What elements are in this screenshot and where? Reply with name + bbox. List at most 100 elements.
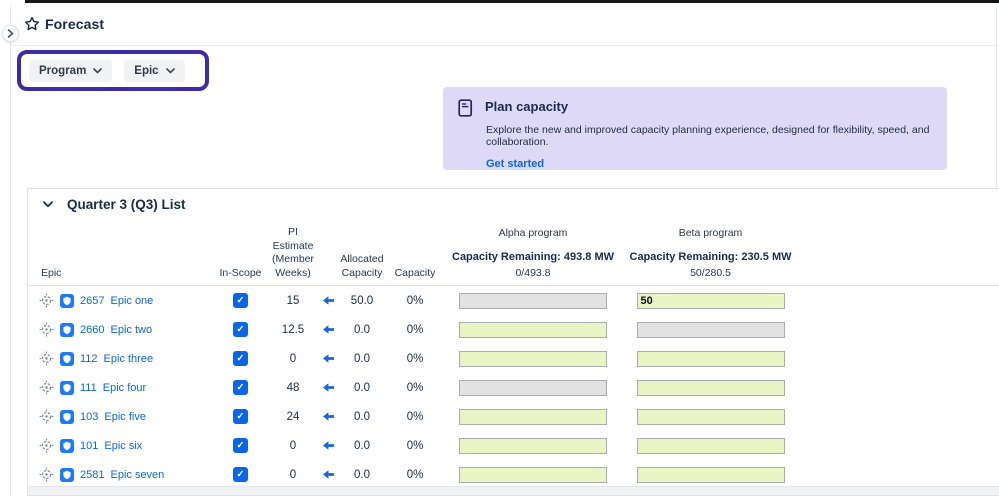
table-row: 111 Epic four 48 0.0 0% (28, 373, 999, 402)
arrow-left-icon[interactable] (322, 468, 335, 481)
banner-description: Explore the new and improved capacity pl… (486, 124, 930, 148)
chevron-down-icon (93, 67, 103, 74)
alpha-capacity-input[interactable] (459, 437, 607, 454)
beta-capacity-input[interactable] (636, 437, 785, 454)
quarter-section-header[interactable]: Quarter 3 (Q3) List (28, 189, 999, 219)
get-started-link[interactable]: Get started (486, 158, 545, 170)
epic-link[interactable]: 112 Epic three (80, 353, 153, 365)
move-icon[interactable] (39, 351, 54, 366)
in-scope-checkbox[interactable] (233, 351, 248, 366)
epic-link[interactable]: 2657 Epic one (80, 295, 153, 307)
allocated-line1: Allocated (340, 253, 384, 266)
beta-capacity-input[interactable] (636, 466, 785, 483)
in-scope-checkbox[interactable] (233, 380, 248, 395)
epic-icon (60, 351, 74, 366)
alpha-capacity-input[interactable] (459, 292, 607, 309)
move-icon[interactable] (39, 293, 54, 308)
beta-capacity-input[interactable] (636, 292, 785, 309)
move-icon[interactable] (39, 438, 54, 453)
banner-title: Plan capacity (485, 99, 569, 114)
alpha-ratio: 0/493.8 (515, 266, 551, 279)
program-dropdown[interactable]: Program (29, 59, 113, 82)
epic-id: 111 (80, 381, 97, 394)
alpha-capacity-input[interactable] (459, 466, 607, 483)
epic-icon (60, 409, 74, 424)
arrow-left-icon[interactable] (322, 410, 335, 423)
alpha-capacity-input[interactable] (459, 321, 607, 338)
arrow-left-icon[interactable] (322, 323, 335, 336)
move-icon[interactable] (39, 322, 54, 337)
epic-name: Epic two (110, 323, 153, 336)
capacity-value: 0% (406, 323, 424, 336)
in-scope-checkbox[interactable] (233, 438, 248, 453)
in-scope-checkbox[interactable] (233, 322, 248, 337)
epic-dropdown[interactable]: Epic (124, 59, 185, 82)
epic-name: Epic five (104, 410, 146, 423)
beta-capacity-remaining: Capacity Remaining: 230.5 MW (629, 250, 792, 263)
allocated-value: 0.0 (354, 381, 370, 394)
column-header-beta-program: Beta program Capacity Remaining: 230.5 M… (622, 219, 799, 288)
arrow-left-icon[interactable] (322, 439, 335, 452)
alpha-capacity-remaining: Capacity Remaining: 493.8 MW (452, 250, 614, 263)
beta-capacity-input[interactable] (636, 321, 785, 338)
pi-estimate-value: 0 (289, 468, 297, 481)
beta-capacity-input[interactable] (636, 379, 785, 396)
epic-id: 2660 (80, 323, 105, 336)
allocated-value: 0.0 (354, 468, 370, 481)
epic-link[interactable]: 2581 Epic seven (80, 469, 164, 481)
horizontal-scrollbar-track[interactable] (28, 486, 999, 495)
beta-ratio: 50/280.5 (690, 266, 731, 279)
section-title: Quarter 3 (Q3) List (67, 196, 186, 212)
epic-id: 2657 (80, 294, 105, 307)
expand-sidebar-button[interactable] (2, 25, 19, 42)
beta-program-name: Beta program (678, 227, 743, 239)
pi-estimate-line3: Weeks) (275, 266, 311, 279)
arrow-left-icon[interactable] (322, 381, 335, 394)
page-title: Forecast (45, 16, 105, 32)
column-header-capacity: Capacity (394, 266, 436, 279)
column-header-spacer (799, 219, 999, 288)
move-icon[interactable] (39, 467, 54, 482)
capacity-value: 0% (406, 352, 424, 365)
capacity-value: 0% (406, 294, 424, 307)
in-scope-checkbox[interactable] (233, 409, 248, 424)
epic-icon (60, 467, 74, 482)
epic-link[interactable]: 111 Epic four (80, 382, 146, 394)
epic-link[interactable]: 103 Epic five (80, 411, 146, 423)
move-icon[interactable] (39, 409, 54, 424)
plan-capacity-icon (458, 98, 473, 117)
plan-capacity-banner: Plan capacity Explore the new and improv… (443, 87, 947, 170)
arrow-left-icon[interactable] (322, 352, 335, 365)
column-header-pi-estimate: PI Estimate (Member Weeks) (268, 219, 318, 288)
page-header: Forecast (24, 16, 104, 32)
alpha-capacity-input[interactable] (459, 379, 607, 396)
epic-name: Epic one (110, 294, 154, 307)
column-header-arrow (318, 219, 338, 288)
epic-link[interactable]: 101 Epic six (80, 440, 142, 452)
epic-name: Epic seven (110, 468, 165, 481)
quarter-section: Quarter 3 (Q3) List Epic In-Scope PI Est… (27, 188, 999, 496)
move-icon[interactable] (39, 380, 54, 395)
arrow-left-icon[interactable] (322, 294, 335, 307)
alpha-capacity-input[interactable] (459, 408, 607, 425)
table-row: 101 Epic six 0 0.0 0% (28, 431, 999, 460)
table-header: Epic In-Scope PI Estimate (Member Weeks)… (28, 219, 999, 286)
beta-capacity-input[interactable] (636, 408, 785, 425)
allocated-value: 0.0 (354, 323, 370, 336)
allocated-value: 0.0 (354, 352, 370, 365)
beta-capacity-input[interactable] (636, 350, 785, 367)
epic-link[interactable]: 2660 Epic two (80, 324, 152, 336)
alpha-program-name: Alpha program (498, 227, 568, 239)
chevron-down-icon (43, 200, 53, 208)
program-dropdown-label: Program (39, 64, 87, 77)
star-icon[interactable] (24, 16, 40, 32)
epic-icon (60, 293, 74, 308)
table-row: 103 Epic five 24 0.0 0% (28, 402, 999, 431)
in-scope-checkbox[interactable] (233, 293, 248, 308)
alpha-capacity-input[interactable] (459, 350, 607, 367)
epic-dropdown-label: Epic (134, 64, 159, 77)
pi-estimate-line2: (Member (271, 253, 314, 266)
in-scope-checkbox[interactable] (233, 467, 248, 482)
chevron-right-icon (7, 29, 14, 38)
